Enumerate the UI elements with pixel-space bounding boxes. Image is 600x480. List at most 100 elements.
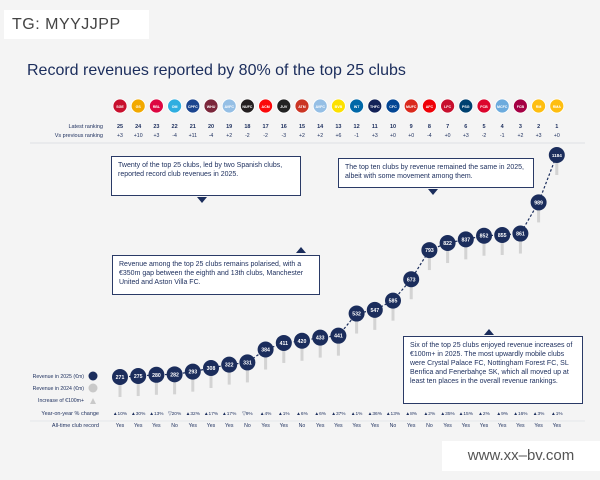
revenue-value-label: 322 <box>225 363 234 369</box>
club-crest-abbr: INT <box>354 105 361 109</box>
club-crest-17: MUFC <box>403 98 419 114</box>
rank-label: 17 <box>263 124 269 130</box>
club-crest-icon <box>349 98 365 114</box>
club-crest-icon <box>276 98 292 114</box>
revenue-value-label: 275 <box>134 374 143 380</box>
revenue-value-label: 1184 <box>552 153 562 158</box>
all-time-record-label: Yes <box>189 423 198 429</box>
revenue-point <box>457 231 474 248</box>
rank-label: 8 <box>428 124 431 130</box>
revenue-value-label: 282 <box>170 372 179 378</box>
club-crest-icon <box>476 98 492 114</box>
revenue-point <box>112 369 128 385</box>
club-crest-15: THFC <box>367 98 383 114</box>
rank-change-label: +6 <box>335 133 341 139</box>
all-time-record-label: Yes <box>116 423 125 429</box>
rank-label: 4 <box>501 124 505 130</box>
watermark-bottom: www.xx–bv.com <box>442 441 600 471</box>
rank-label: 2 <box>537 124 540 130</box>
rank-change-label: -2 <box>482 133 487 139</box>
rank-label: 6 <box>464 124 467 130</box>
club-crest-icon <box>294 98 310 114</box>
callout-pointer <box>428 189 438 195</box>
revenue-point <box>203 360 219 377</box>
club-crest-1: SGE <box>112 98 128 114</box>
callout-polarised: Revenue among the top 25 clubs remains p… <box>112 255 320 295</box>
revenue-point <box>312 329 329 346</box>
yoy-change-label: ▲3% <box>533 411 545 417</box>
club-crest-icon <box>421 98 437 114</box>
yoy-change-label: ▲16% <box>513 411 528 417</box>
club-crest-icon <box>330 98 346 114</box>
club-crest-abbr: WHU <box>207 105 216 109</box>
revenue-value-label: 331 <box>243 360 252 366</box>
rank-label: 13 <box>335 124 341 130</box>
legend-rev2024-marker <box>88 383 98 393</box>
all-time-record-label: No <box>426 423 433 429</box>
club-crest-abbr: AVFC <box>315 105 325 109</box>
club-crest-5: CPFC <box>185 98 201 114</box>
club-crest-abbr: RM <box>536 105 542 109</box>
rank-change-label: +3 <box>117 133 123 139</box>
club-crest-abbr: PSG <box>462 105 470 109</box>
revenue-value-label: 585 <box>389 299 398 305</box>
club-crest-abbr: RMA <box>553 105 562 109</box>
all-time-record-label: Yes <box>261 423 270 429</box>
yoy-change-label: ▲9% <box>496 411 508 417</box>
legend-increase-arrow <box>90 398 96 404</box>
club-crest-abbr: THFC <box>370 105 380 109</box>
club-crest-16: CFC <box>385 98 401 114</box>
club-crest-abbr: AFC <box>426 105 434 109</box>
revenue-point <box>166 366 183 383</box>
rank-change-label: +3 <box>463 133 469 139</box>
revenue-value-label: 271 <box>116 375 125 381</box>
rank-change-label: +0 <box>408 133 414 139</box>
all-time-record-label: Yes <box>316 423 325 429</box>
club-crest-abbr: NUFC <box>242 105 252 109</box>
club-crest-icon <box>167 98 183 114</box>
revenue-value-label: 433 <box>316 336 325 342</box>
revenue-point <box>130 368 147 385</box>
revenue-value-label: 855 <box>498 233 507 239</box>
club-crest-7: AVFC <box>221 98 237 114</box>
yoy-change-label: ▲6% <box>296 411 308 417</box>
legend-rev2025-label: Revenue in 2025 (€m) <box>33 374 85 380</box>
club-crest-abbr: GS <box>136 105 142 109</box>
yoy-change-label: ▲2% <box>478 411 490 417</box>
row-label-vs-previous: Vs previous ranking <box>55 133 103 139</box>
yoy-change-label: ▲35% <box>440 411 455 417</box>
club-crest-abbr: ATM <box>298 105 306 109</box>
watermark-top: TG: MYYJJPP <box>4 10 149 39</box>
revenue-value-label: 293 <box>188 370 197 376</box>
rank-change-label: -4 <box>427 133 432 139</box>
callout-top-ten: The top ten clubs by revenue remained th… <box>338 158 534 188</box>
rank-change-label: +0 <box>445 133 451 139</box>
yoy-change-label: ▲17% <box>204 411 219 417</box>
rank-label: 18 <box>244 124 250 130</box>
yoy-change-label: ▲15% <box>459 411 474 417</box>
rank-change-label: +2 <box>317 133 323 139</box>
all-time-record-label: Yes <box>498 423 507 429</box>
club-crest-icon <box>148 98 164 114</box>
club-crest-25: RMA <box>549 98 565 114</box>
all-time-record-label: No <box>244 423 251 429</box>
revenue-point <box>494 226 511 243</box>
row-label-yoy: Year-on-year % change <box>41 411 99 417</box>
rank-label: 3 <box>519 124 522 130</box>
club-crest-8: NUFC <box>239 98 255 114</box>
club-crest-20: PSG <box>458 98 474 114</box>
club-crest-abbr: MCFC <box>497 105 508 109</box>
club-crest-icon <box>239 98 255 114</box>
club-crest-13: BVB <box>330 98 346 114</box>
club-crest-23: FCB <box>513 98 528 114</box>
rank-change-label: +3 <box>153 133 159 139</box>
revenue-point <box>439 235 456 252</box>
rank-change-label: +3 <box>536 133 542 139</box>
club-crest-icon <box>385 98 401 114</box>
revenue-point <box>385 292 401 309</box>
yoy-change-label: ▲8% <box>405 411 417 417</box>
club-crest-icon <box>258 98 274 114</box>
club-crest-18: AFC <box>421 98 437 114</box>
club-crest-12: AVFC <box>312 98 328 114</box>
